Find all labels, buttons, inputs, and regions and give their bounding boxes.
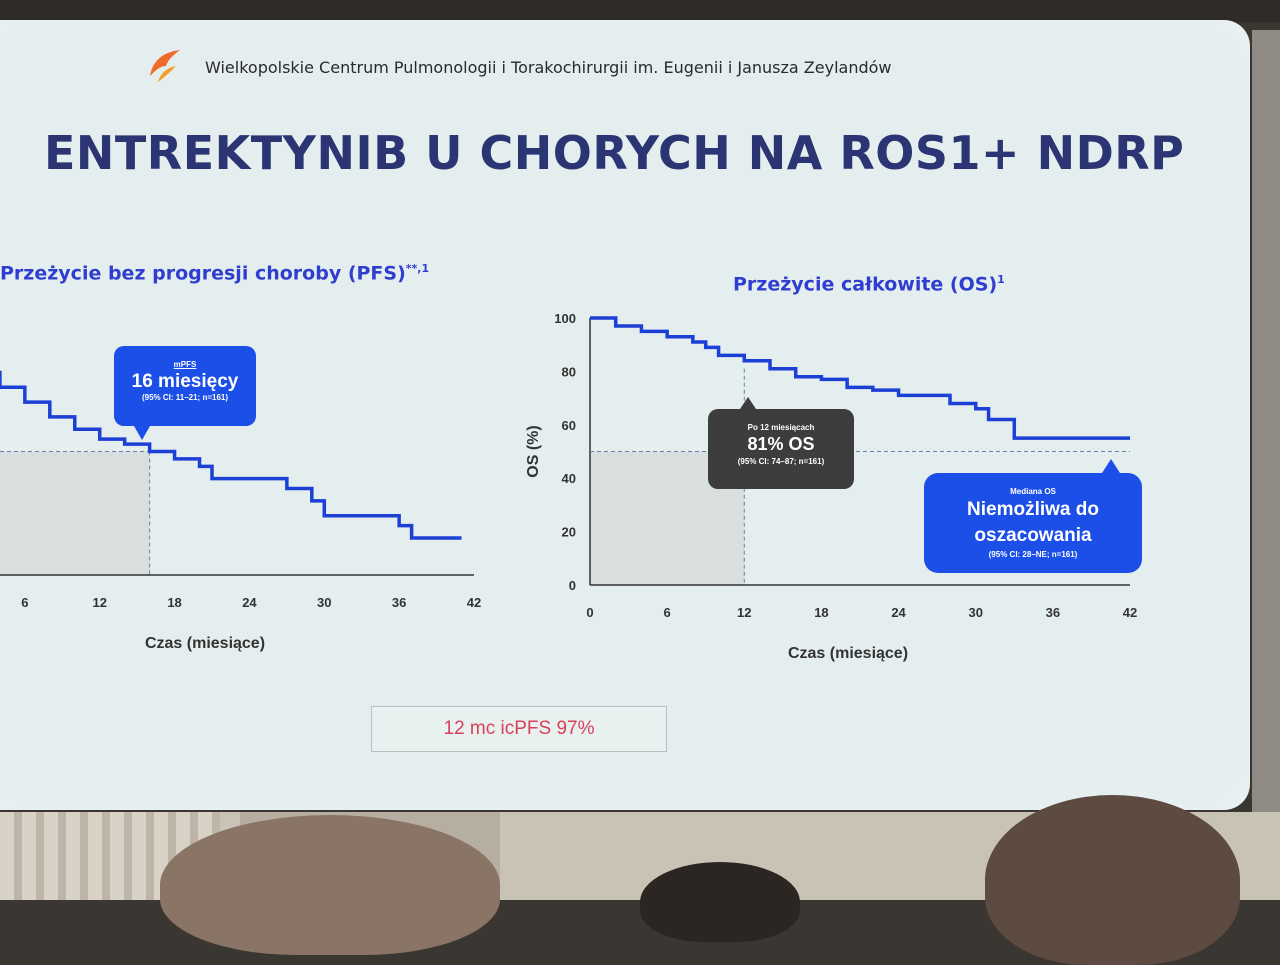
pfs-x-tick: 24 [242, 595, 257, 610]
os-x-tick: 0 [586, 605, 593, 620]
pfs-x-tick: 36 [392, 595, 406, 610]
audience-head-1 [160, 815, 500, 955]
os-x-tick: 42 [1123, 605, 1137, 620]
os-title-text: Przeżycie całkowite (OS) [733, 273, 998, 296]
os-y-tick: 100 [554, 311, 576, 326]
pfs-x-label: Czas (miesiące) [145, 635, 265, 652]
os-12m-callout: Po 12 miesiącach 81% OS (95% CI: 74–87; … [708, 397, 854, 489]
os-y-tick: 60 [562, 418, 576, 433]
pfs-x-tick: 6 [21, 595, 28, 610]
pfs-chart-title: Przeżycie bez progresji choroby (PFS)**,… [0, 262, 429, 284]
os-12m-value: 81% OS [747, 434, 815, 454]
os-y-tick: 80 [562, 364, 576, 379]
os-y-tick: 0 [569, 578, 576, 593]
median-os-value-1: Niemożliwa do [967, 499, 1099, 520]
pfs-x-tick: 42 [467, 595, 481, 610]
mpfs-label: mPFS [173, 360, 197, 369]
mpfs-callout: mPFS 16 miesięcy (95% CI: 11–21; n=161) [114, 346, 256, 440]
os-x-tick: 18 [814, 605, 828, 620]
os-chart-title: Przeżycie całkowite (OS)1 [733, 273, 1005, 295]
median-os-ci: (95% CI: 28–NE; n=161) [988, 550, 1078, 559]
os-x-label: Czas (miesiące) [788, 645, 908, 662]
os-12m-ci: (95% CI: 74–87; n=161) [737, 457, 825, 466]
os-km-curve [590, 316, 1130, 440]
icpfs-note: 12 mc icPFS 97% [371, 706, 667, 752]
median-os-callout: Mediana OS Niemożliwa do oszacowania (95… [924, 459, 1142, 573]
screen-edge [1252, 30, 1280, 890]
mpfs-value: 16 miesięcy [131, 371, 239, 392]
os-x-tick: 6 [664, 605, 671, 620]
pfs-x-tick: 12 [92, 595, 106, 610]
os-x-tick: 12 [737, 605, 751, 620]
wall-top [0, 0, 1280, 22]
os-y-label: OS (%) [525, 425, 542, 477]
os-x-tick: 30 [968, 605, 982, 620]
os-12m-label: Po 12 miesiącach [747, 423, 815, 432]
km-charts: 6 12 18 24 30 36 42 Czas (miesiące) 0 6 12 18 24 30 36… [0, 311, 1137, 662]
os-x-tick: 24 [891, 605, 906, 620]
pfs-title-sup: **,1 [405, 262, 430, 275]
slide-title: ENTREKTYNIB U CHORYCH NA ROS1+ NDRP [44, 126, 1185, 180]
median-os-label: Mediana OS [1010, 487, 1056, 496]
institution-logo-icon [150, 50, 180, 82]
os-title-sup: 1 [997, 273, 1005, 286]
os-y-tick: 40 [562, 471, 576, 486]
pfs-title-text: Przeżycie bez progresji choroby (PFS) [0, 262, 406, 285]
pfs-x-tick: 18 [167, 595, 181, 610]
os-x-tick: 36 [1046, 605, 1060, 620]
institution-name: Wielkopolskie Centrum Pulmonologii i Tor… [205, 58, 892, 77]
pfs-shade [0, 451, 150, 575]
median-os-value-2: oszacowania [974, 525, 1092, 546]
mpfs-ci: (95% CI: 11–21; n=161) [141, 393, 229, 402]
os-y-tick: 20 [562, 525, 576, 540]
pfs-km-curve [0, 370, 462, 540]
audience-head-2 [640, 862, 800, 942]
pfs-x-tick: 30 [317, 595, 331, 610]
audience-head-3 [985, 795, 1240, 965]
